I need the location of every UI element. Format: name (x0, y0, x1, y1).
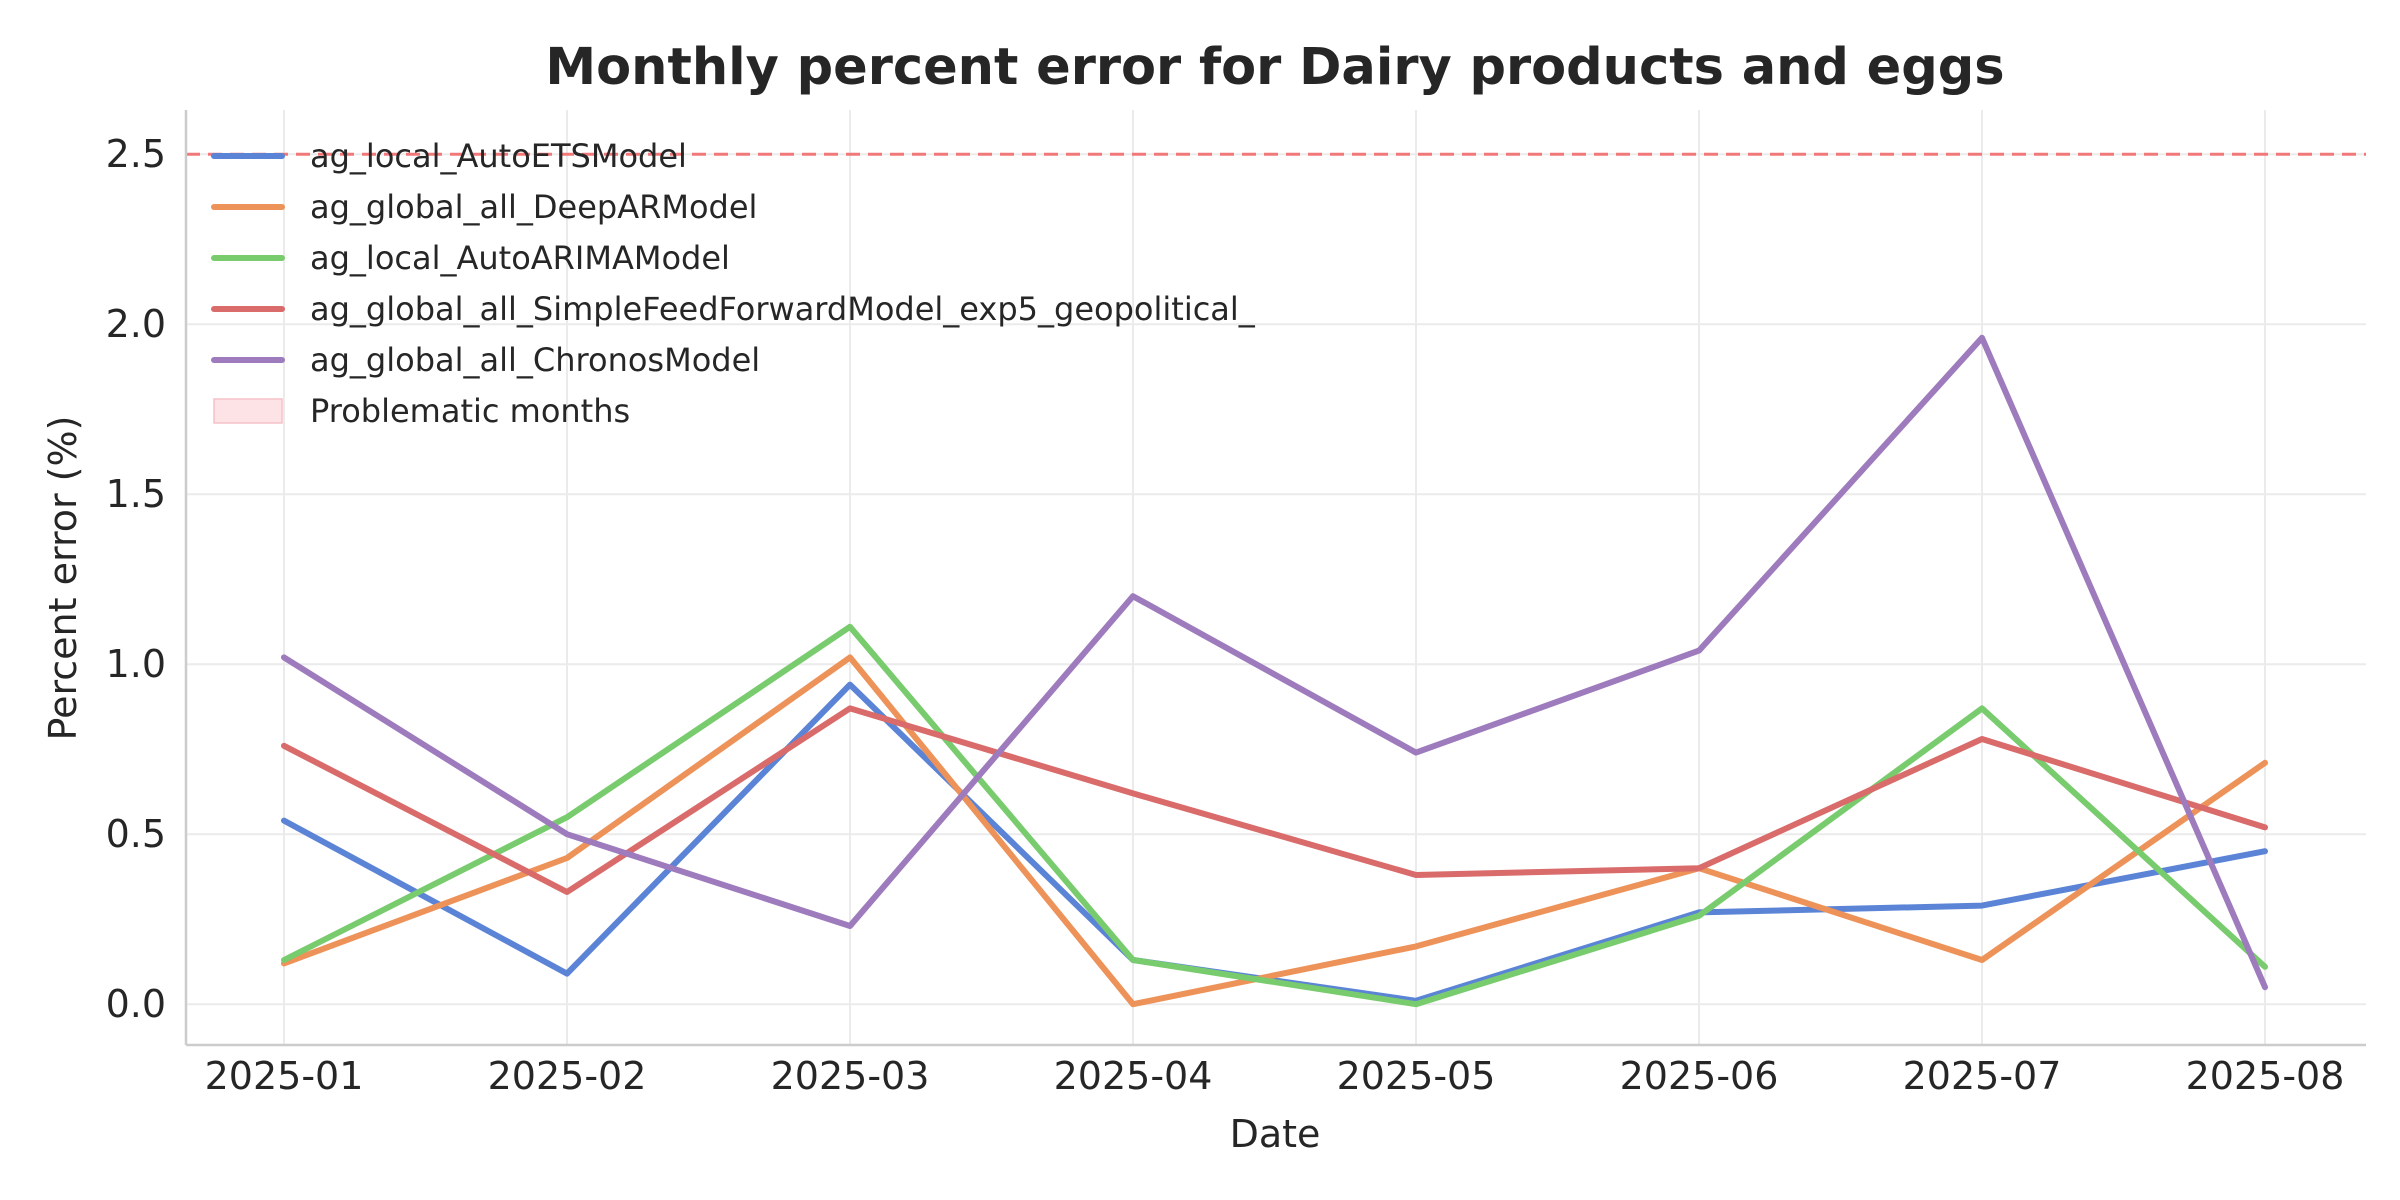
x-tick-label: 2025-04 (1054, 1054, 1213, 1098)
chart-title: Monthly percent error for Dairy products… (545, 38, 2004, 97)
legend-label: ag_global_all_SimpleFeedForwardModel_exp… (310, 290, 1256, 328)
legend-label: Problematic months (310, 392, 630, 430)
legend-label: ag_global_all_ChronosModel (310, 341, 760, 379)
legend-label: ag_local_AutoARIMAModel (310, 239, 730, 277)
x-tick-label: 2025-02 (488, 1054, 647, 1098)
x-tick-label: 2025-01 (205, 1054, 364, 1098)
y-ticks: 0.0 0.5 1.0 1.5 2.0 2.5 (106, 132, 166, 1026)
y-tick-label: 0.0 (106, 982, 166, 1026)
series-line-2 (281, 654, 2268, 1008)
axes (184, 110, 2366, 1047)
x-tick-label: 2025-03 (771, 1054, 930, 1098)
y-axis-label: Percent error (%) (41, 416, 85, 741)
y-tick-label: 0.5 (106, 812, 166, 856)
x-tick-label: 2025-07 (1903, 1054, 2062, 1098)
y-tick-label: 1.5 (106, 472, 166, 516)
y-tick-label: 2.5 (106, 132, 166, 176)
x-ticks: 2025-01 2025-02 2025-03 2025-04 2025-05 2025-… (205, 1054, 2345, 1098)
series-lines (281, 334, 2268, 1008)
legend-label: ag_local_AutoETSModel (310, 137, 687, 175)
x-tick-label: 2025-05 (1337, 1054, 1496, 1098)
y-tick-label: 1.0 (106, 642, 166, 686)
x-axis-label: Date (1230, 1112, 1321, 1156)
legend: ag_local_AutoETSModel ag_global_all_DeepA… (211, 137, 1256, 430)
legend-label: ag_global_all_DeepARModel (310, 188, 757, 226)
x-tick-label: 2025-08 (2186, 1054, 2345, 1098)
series-line-4 (281, 705, 2268, 895)
y-tick-label: 2.0 (106, 302, 166, 346)
legend-swatch-problematic (213, 398, 283, 424)
series-line-3 (281, 623, 2268, 1008)
x-tick-label: 2025-06 (1620, 1054, 1779, 1098)
series-line-5 (281, 334, 2268, 991)
